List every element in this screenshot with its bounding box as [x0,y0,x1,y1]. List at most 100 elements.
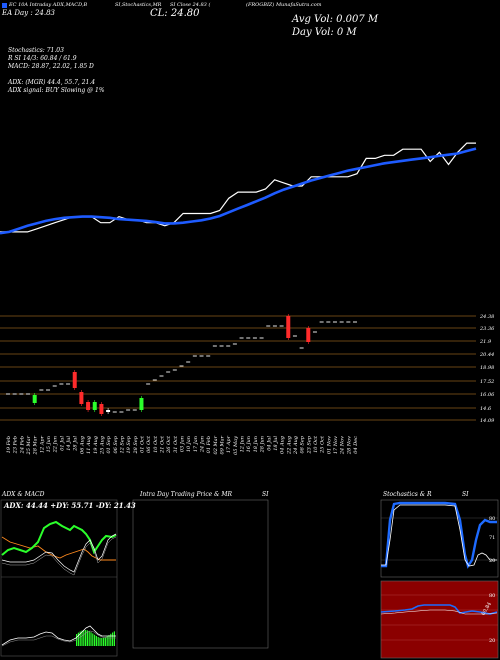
y-axis-ticks: 24.38 23.36 21.9 20.44 18.98 17.52 16.06 14.6 14… [479,314,495,424]
x-tick-50: 24 Nov [340,436,346,455]
series-line-1 [0,147,477,235]
x-tick-51: 28 Nov [346,436,352,455]
x-tick-13: 19 Aug [93,436,99,454]
x-tick-0: 19 Feb [6,436,12,453]
x-tick-41: 04 Aug [280,436,286,454]
y-tick-3: 20.44 [479,352,494,358]
candle-15 [106,410,111,412]
stoch-level-20: 20 [489,558,495,564]
adx-panel-frame [0,499,118,657]
header-left-line1: EC 10A Intraday ADX,MACD,B [9,2,88,8]
adx-signal-readout: ADX signal: BUY Slowing @ 1% [8,87,105,94]
y-tick-6: 16.06 [480,392,495,398]
adx-line [1,533,117,573]
x-tick-18: 19 Sep [126,435,132,453]
rsi-level-20: 20 [489,638,495,644]
x-tick-29: 24 Jan [200,436,206,453]
intraday-panel-title: Intra Day Trading Price & MR [140,491,233,498]
macd-bar-16 [104,637,106,646]
macd-bar-2 [79,631,81,646]
x-tick-16: 06 Sep [113,435,119,453]
x-tick-17: 12 Sep [119,435,125,453]
macd-bar-19 [110,633,112,646]
x-tick-47: 25 Oct [320,435,326,454]
y-tick-7: 14.6 [480,406,492,412]
x-tick-23: 21 Oct [159,435,165,454]
x-tick-37: 18 Jun [253,436,259,452]
macd-bar-7 [88,631,90,646]
macd-bar-3 [81,630,83,646]
x-tick-19: 28 Sep [133,435,139,454]
header-mid-line1: SI,Stochastics,MR [115,2,162,8]
macd-bar-11 [95,636,97,646]
intraday-panel-title2: SI [262,491,269,498]
stochastics-panel-frame [380,499,499,578]
y-tick-5: 17.52 [480,379,494,385]
x-tick-3: 25 Mar [26,435,32,455]
x-tick-5: 12 Apr [39,435,45,453]
x-tick-30: 01 Feb [206,436,212,453]
macd-bar-9 [92,633,94,646]
x-tick-6: 15 Jun [46,436,52,452]
x-tick-33: 17 Apr [226,435,232,453]
stoch-d-line [381,504,497,567]
intraday-panel-frame [132,499,269,649]
x-tick-52: 04 Dec [353,436,359,454]
macd-bar-21 [113,631,115,646]
x-tick-20: 01 Oct [139,435,145,453]
candle-42 [286,316,291,338]
legend-square [2,3,7,8]
x-tick-31: 02 Mar [213,435,219,454]
x-tick-15: 01 Sep [106,435,112,453]
rsi-panel: 80 60.84 20 [380,580,499,659]
candle-4 [32,395,37,403]
macd-bar-20 [112,632,114,646]
x-tick-44: 08 Sep [300,435,306,453]
x-tick-32: 09 Mar [220,435,226,454]
header-left-line2: EA Day : 24.83 [2,9,55,17]
candle-20 [139,398,144,410]
x-tick-2: 24 Feb [19,436,25,454]
x-tick-24: 26 Oct [166,435,172,454]
x-tick-22: 10 Oct [153,435,159,453]
x-tick-26: 03 Jan [180,436,186,452]
stoch-k-line [381,501,497,569]
rsi-signal-line [380,609,498,615]
candle-45 [306,328,311,342]
x-tick-28: 17 Jan [193,436,199,452]
x-tick-45: 23 Sep [306,435,312,454]
y-tick-4: 18.98 [480,365,494,371]
rsi-panel-frame [380,580,499,659]
rsi-readout: R SI 14/3: 60.84 / 61.9 [8,55,77,62]
candle-grid [0,315,476,421]
x-tick-39: 04 Jul [266,436,272,451]
x-tick-8: 01 Jul [59,436,65,451]
x-tick-9: 14 Jul [66,436,72,451]
candle-13 [92,402,97,410]
macd-bar-13 [99,637,101,646]
macd-signal-line [1,630,116,647]
header-mid-line3: CL: 24.80 [150,8,200,19]
minus-dy-line [1,536,116,561]
y-tick-2: 21.9 [479,339,492,345]
x-tick-34: 05 May [233,436,239,455]
x-tick-21: 06 Oct [146,435,152,453]
x-tick-46: 10 Oct [313,435,319,453]
price-line-chart [0,142,477,235]
y-tick-8: 14.09 [480,418,495,424]
candle-11 [79,392,84,404]
adx-panel-values: ADX: 44.44 +DY: 55.71 -DY: 21.43 [4,501,136,510]
y-tick-1: 23.36 [479,326,495,332]
macd-bar-4 [83,630,85,646]
macd-bar-14 [101,637,103,646]
x-tick-14: 25 Aug [99,436,105,455]
adx-panel-title: ADX & MACD [2,491,45,498]
y-tick-0: 24.38 [479,314,494,320]
macd-bar-1 [77,632,79,646]
macd-bar-6 [86,630,88,646]
macd-histogram [76,630,115,646]
x-tick-38: 28 Jun [260,436,266,453]
header-right-line1: (FROGBIZ) MunafaSutra.com [246,2,322,8]
x-tick-27: 10 Jan [186,436,192,452]
